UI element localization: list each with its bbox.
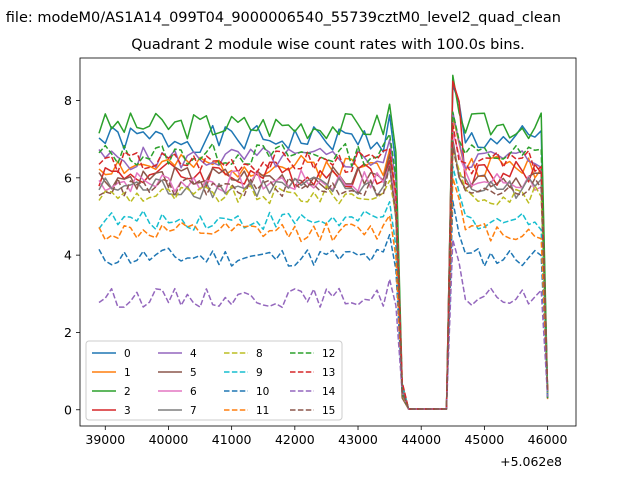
x-tick-label: 45000 [464, 432, 504, 447]
y-tick-label: 6 [64, 170, 72, 185]
axes-frame [79, 57, 577, 427]
legend-label-13: 13 [322, 367, 335, 379]
legend-label-1: 1 [124, 367, 131, 379]
y-tick-label: 0 [64, 402, 72, 417]
legend-label-7: 7 [190, 405, 197, 417]
legend-label-2: 2 [124, 386, 131, 398]
legend-label-8: 8 [256, 348, 263, 360]
chart-title: Quadrant 2 module wise count rates with … [131, 37, 525, 53]
x-tick-label: 42000 [275, 432, 315, 447]
x-tick-label: 40000 [149, 432, 189, 447]
series-line-6 [98, 130, 549, 410]
y-tick-label: 2 [64, 325, 72, 340]
legend-label-14: 14 [322, 386, 336, 398]
legend-label-15: 15 [322, 405, 335, 417]
plot-area: 39000 40000 41000 42000 43000 44000 45000 46000… [64, 57, 577, 447]
series-line-11 [98, 177, 549, 410]
legend-label-12: 12 [322, 348, 335, 360]
series-line-0 [98, 84, 549, 410]
series-line-15 [98, 146, 549, 410]
y-tick-label: 4 [64, 248, 72, 263]
legend-label-11: 11 [256, 405, 269, 417]
legend-label-10: 10 [256, 386, 269, 398]
legend-label-9: 9 [256, 367, 263, 379]
series-line-13 [98, 122, 549, 410]
x-tick-label: 44000 [401, 432, 441, 447]
y-tick-label: 8 [64, 93, 72, 108]
series-line-1 [98, 115, 549, 410]
legend-label-4: 4 [190, 348, 197, 360]
series-line-8 [98, 150, 549, 410]
legend-label-3: 3 [124, 405, 131, 417]
legend-label-6: 6 [190, 386, 197, 398]
series-line-10 [98, 200, 549, 410]
legend-box [85, 340, 343, 421]
series-line-14 [98, 238, 549, 410]
x-tick-label: 41000 [212, 432, 252, 447]
figure-suptitle: n file: modeM0/AS1A14_099T04_9000006540_… [0, 10, 561, 26]
x-tick-label: 39000 [85, 432, 125, 447]
legend-label-5: 5 [190, 367, 197, 379]
x-tick-label: 46000 [528, 432, 568, 447]
legend-label-0: 0 [124, 348, 131, 360]
series-line-2 [98, 74, 549, 410]
series-line-5 [98, 138, 549, 410]
series-line-12 [98, 111, 549, 410]
series-line-9 [98, 165, 549, 410]
x-tick-label: 43000 [338, 432, 378, 447]
x-offset-label: +5.062e8 [500, 454, 562, 469]
